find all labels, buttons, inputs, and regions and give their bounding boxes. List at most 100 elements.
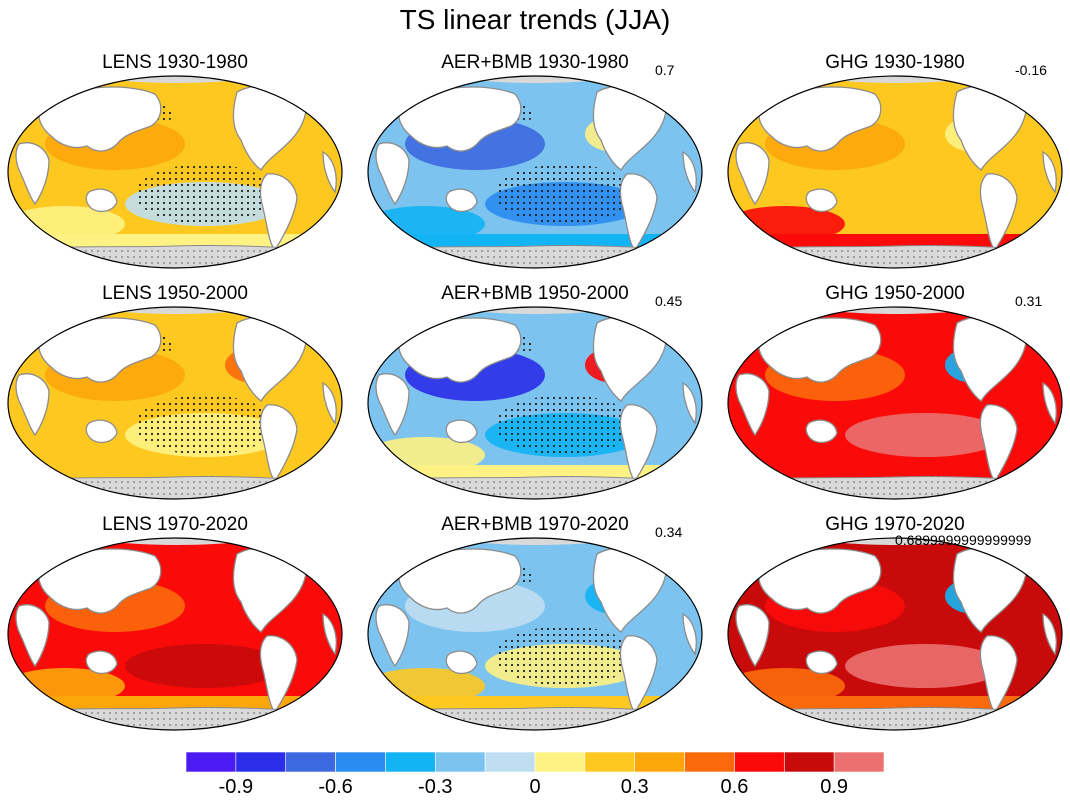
continent-africa <box>375 142 410 206</box>
continent-eurasia <box>397 548 522 614</box>
significance-stippling <box>135 395 275 455</box>
continent-africa <box>735 373 770 437</box>
colorbar-swatch <box>385 751 436 773</box>
panel-title: LENS 1970-2020 <box>102 514 248 535</box>
antarctica-texture <box>728 245 1062 268</box>
colorbar-swatch <box>534 751 586 773</box>
colorbar: -0.9 -0.6 -0.3 0 0.3 0.6 0.9 <box>185 751 885 802</box>
panel-title: LENS 1950-2000 <box>102 283 248 304</box>
panel-correlation-value: 0.45 <box>655 293 683 309</box>
antarctica-texture <box>8 476 342 499</box>
map-projection <box>727 537 1063 731</box>
continent-africa <box>15 142 50 206</box>
continent-australia <box>805 188 838 213</box>
continent-greenland <box>642 542 664 562</box>
colorbar-tick-label: 0.6 <box>720 776 749 798</box>
southern-ocean-band <box>368 696 702 710</box>
continent-africa <box>15 373 50 437</box>
map-border <box>727 75 1063 269</box>
colorbar-tick-label: 0.9 <box>820 776 849 798</box>
antarctica-texture <box>368 476 702 499</box>
colorbar-tick-label: 0 <box>529 776 541 798</box>
continent-australia <box>85 188 118 213</box>
continent-east-africa-edge <box>1042 381 1057 425</box>
colorbar-swatch <box>734 751 785 773</box>
colorbar-swatch <box>833 751 885 773</box>
arctic-region <box>435 307 645 314</box>
trend-region <box>845 182 1005 226</box>
continent-greenland <box>642 80 664 100</box>
colorbar-swatch <box>434 751 486 773</box>
continent-australia <box>85 419 118 444</box>
trend-region <box>845 413 1005 457</box>
arctic-region <box>795 307 1005 314</box>
map-border <box>727 537 1063 731</box>
colorbar-swatch <box>335 751 386 773</box>
continent-eurasia <box>37 86 162 152</box>
panel-correlation-value: 0.7 <box>655 62 675 78</box>
map-border <box>367 75 703 269</box>
continent-australia <box>445 419 478 444</box>
map-border <box>7 306 343 500</box>
continent-greenland <box>282 311 304 331</box>
colorbar-swatch <box>185 751 237 773</box>
continent-eurasia <box>397 317 522 383</box>
antarctica-texture <box>368 245 702 268</box>
antarctica-texture <box>8 245 342 268</box>
continent-eurasia <box>757 86 882 152</box>
arctic-region <box>75 76 285 83</box>
map-panel: AER+BMB 1930-1980 0.7 <box>365 52 705 292</box>
map-border <box>7 537 343 731</box>
continent-africa <box>735 604 770 668</box>
southern-ocean-band <box>728 465 1062 479</box>
map-panel: AER+BMB 1970-2020 0.34 <box>365 514 705 754</box>
significance-stippling <box>495 626 635 686</box>
trend-region <box>845 644 1005 688</box>
map-projection <box>7 75 343 269</box>
southern-ocean-band <box>8 234 342 248</box>
continent-africa <box>375 604 410 668</box>
continent-australia <box>85 650 118 675</box>
southern-ocean-band <box>8 696 342 710</box>
continent-africa <box>15 604 50 668</box>
significance-stippling <box>135 164 275 224</box>
map-panel: LENS 1950-2000 <box>5 283 345 523</box>
panel-title: GHG 1930-1980 <box>825 52 965 73</box>
map-panel: GHG 1930-1980 -0.16 <box>725 52 1065 292</box>
map-projection <box>367 75 703 269</box>
significance-stippling <box>495 395 635 455</box>
continent-australia <box>805 650 838 675</box>
map-panel: LENS 1930-1980 <box>5 52 345 292</box>
map-projection <box>7 306 343 500</box>
southern-ocean-band <box>368 465 702 479</box>
continent-east-africa-edge <box>322 381 337 425</box>
antarctica-texture <box>8 707 342 730</box>
continent-greenland <box>642 311 664 331</box>
arctic-region <box>75 307 285 314</box>
panel-title: LENS 1930-1980 <box>102 52 248 73</box>
continent-greenland <box>282 542 304 562</box>
arctic-region <box>435 76 645 83</box>
panel-title: AER+BMB 1950-2000 <box>441 283 629 304</box>
continent-east-africa-edge <box>682 150 697 194</box>
arctic-region <box>795 76 1005 83</box>
antarctica-texture <box>728 707 1062 730</box>
continent-africa <box>735 142 770 206</box>
map-projection <box>727 306 1063 500</box>
map-border <box>727 306 1063 500</box>
map-projection <box>727 75 1063 269</box>
map-projection <box>367 537 703 731</box>
continent-eurasia <box>757 317 882 383</box>
colorbar-swatch <box>235 751 287 773</box>
continent-eurasia <box>397 86 522 152</box>
colorbar-swatches <box>185 751 885 773</box>
continent-australia <box>805 419 838 444</box>
continent-east-africa-edge <box>322 150 337 194</box>
colorbar-swatch <box>285 751 336 773</box>
continent-east-africa-edge <box>322 612 337 656</box>
arctic-region <box>75 538 285 545</box>
continent-east-africa-edge <box>1042 150 1057 194</box>
continent-australia <box>445 188 478 213</box>
colorbar-tick-label: -0.6 <box>318 776 353 798</box>
southern-ocean-band <box>8 465 342 479</box>
